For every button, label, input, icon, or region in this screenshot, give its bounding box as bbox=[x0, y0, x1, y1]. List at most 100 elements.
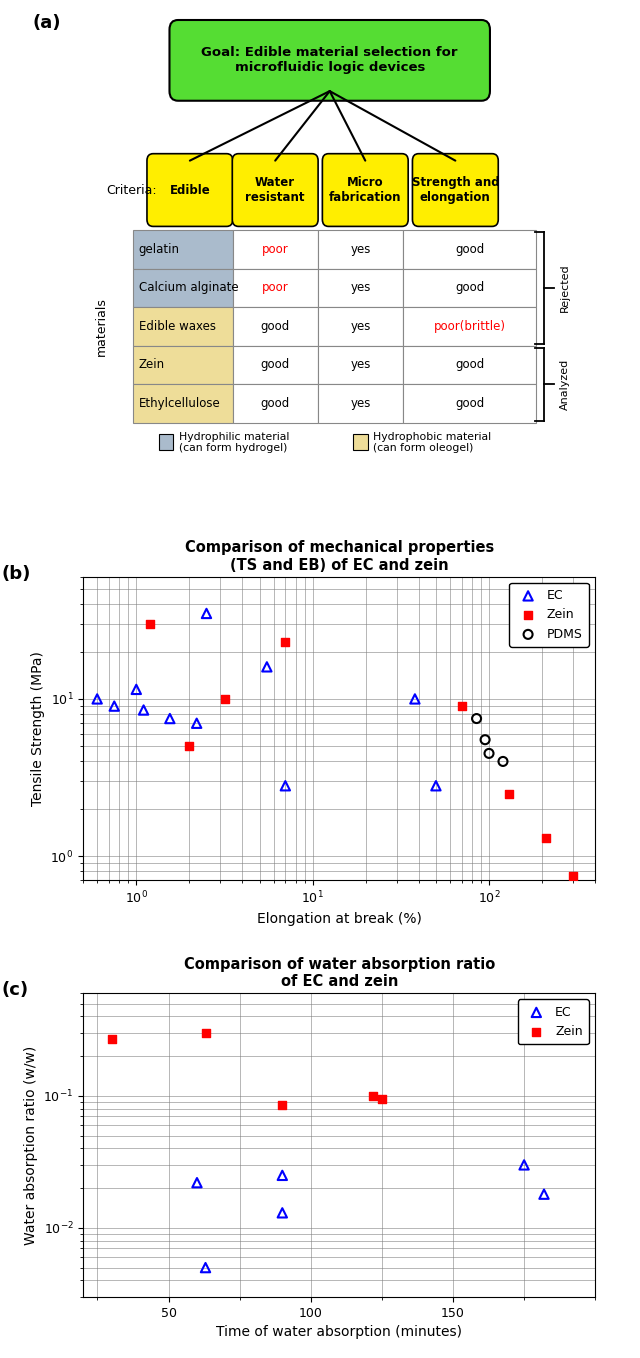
Text: Ethylcellulose: Ethylcellulose bbox=[139, 397, 220, 410]
Text: materials: materials bbox=[95, 297, 108, 356]
Bar bbox=[133, 346, 232, 384]
Text: good: good bbox=[455, 359, 484, 371]
FancyBboxPatch shape bbox=[232, 153, 318, 227]
EC bbox=[131, 679, 141, 701]
Text: good: good bbox=[260, 320, 290, 333]
Zein bbox=[184, 735, 195, 756]
Bar bbox=[232, 346, 318, 384]
EC bbox=[539, 1183, 549, 1205]
Text: Analyzed: Analyzed bbox=[559, 359, 570, 410]
Bar bbox=[403, 346, 536, 384]
EC bbox=[138, 699, 148, 721]
Text: poor(brittle): poor(brittle) bbox=[433, 320, 506, 333]
FancyBboxPatch shape bbox=[323, 153, 408, 227]
Title: Comparison of water absorption ratio
of EC and zein: Comparison of water absorption ratio of … bbox=[184, 957, 495, 989]
EC bbox=[192, 1172, 202, 1194]
EC bbox=[277, 1165, 287, 1187]
Y-axis label: Water absorption ratio (w/w): Water absorption ratio (w/w) bbox=[24, 1046, 38, 1245]
EC bbox=[431, 775, 441, 797]
Zein bbox=[377, 1088, 387, 1109]
Text: gelatin: gelatin bbox=[139, 243, 180, 255]
Zein bbox=[280, 631, 291, 653]
FancyBboxPatch shape bbox=[170, 20, 490, 100]
Bar bbox=[232, 230, 318, 269]
EC bbox=[164, 708, 175, 729]
Text: poor: poor bbox=[262, 281, 289, 295]
Zein bbox=[277, 1095, 287, 1116]
EC bbox=[262, 656, 272, 678]
EC bbox=[109, 695, 120, 717]
EC bbox=[200, 1256, 211, 1278]
Text: Criteria:: Criteria: bbox=[106, 183, 157, 197]
Y-axis label: Tensile Strength (MPa): Tensile Strength (MPa) bbox=[31, 650, 45, 805]
Bar bbox=[403, 269, 536, 307]
Text: yes: yes bbox=[350, 320, 371, 333]
Zein bbox=[568, 865, 579, 887]
Zein bbox=[145, 612, 156, 634]
EC bbox=[519, 1154, 529, 1176]
Bar bbox=[133, 307, 232, 346]
EC bbox=[92, 689, 102, 710]
Text: (b): (b) bbox=[1, 565, 31, 583]
Bar bbox=[353, 435, 367, 451]
Zein bbox=[456, 695, 467, 717]
Bar bbox=[133, 230, 232, 269]
Text: Zein: Zein bbox=[139, 359, 164, 371]
Zein bbox=[220, 689, 230, 710]
Bar bbox=[232, 384, 318, 422]
Text: Rejected: Rejected bbox=[559, 263, 570, 312]
FancyBboxPatch shape bbox=[412, 153, 499, 227]
Bar bbox=[133, 384, 232, 422]
Zein bbox=[200, 1023, 211, 1044]
EC bbox=[277, 1202, 287, 1224]
Text: (a): (a) bbox=[32, 14, 61, 31]
Zein bbox=[541, 827, 551, 849]
Legend: EC, Zein: EC, Zein bbox=[518, 999, 589, 1044]
X-axis label: Elongation at break (%): Elongation at break (%) bbox=[257, 913, 422, 926]
Bar bbox=[318, 346, 403, 384]
Text: Goal: Edible material selection for
microfluidic logic devices: Goal: Edible material selection for micr… bbox=[202, 46, 458, 75]
EC bbox=[202, 603, 212, 625]
Text: good: good bbox=[455, 397, 484, 410]
Text: good: good bbox=[455, 243, 484, 255]
Bar bbox=[318, 384, 403, 422]
Bar bbox=[232, 307, 318, 346]
Legend: EC, Zein, PDMS: EC, Zein, PDMS bbox=[509, 583, 589, 646]
Text: yes: yes bbox=[350, 359, 371, 371]
Text: Hydrophobic material
(can form oleogel): Hydrophobic material (can form oleogel) bbox=[373, 432, 492, 454]
Text: good: good bbox=[455, 281, 484, 295]
PDMS bbox=[484, 743, 494, 765]
Text: Edible waxes: Edible waxes bbox=[139, 320, 216, 333]
Bar bbox=[232, 269, 318, 307]
Text: Hydrophilic material
(can form hydrogel): Hydrophilic material (can form hydrogel) bbox=[179, 432, 289, 454]
Text: poor: poor bbox=[262, 243, 289, 255]
Text: (c): (c) bbox=[1, 980, 28, 999]
Bar bbox=[403, 384, 536, 422]
Text: yes: yes bbox=[350, 397, 371, 410]
Bar bbox=[318, 307, 403, 346]
Title: Comparison of mechanical properties
(TS and EB) of EC and zein: Comparison of mechanical properties (TS … bbox=[184, 540, 494, 573]
Bar bbox=[318, 269, 403, 307]
Bar bbox=[403, 307, 536, 346]
PDMS bbox=[472, 708, 482, 729]
Bar bbox=[159, 435, 173, 451]
Zein bbox=[106, 1028, 116, 1050]
Text: Strength and
elongation: Strength and elongation bbox=[412, 177, 499, 204]
FancyBboxPatch shape bbox=[147, 153, 233, 227]
Text: good: good bbox=[260, 397, 290, 410]
Zein bbox=[504, 782, 514, 804]
Text: Edible: Edible bbox=[170, 183, 211, 197]
Bar bbox=[318, 230, 403, 269]
EC bbox=[410, 689, 420, 710]
EC bbox=[191, 713, 202, 735]
Bar bbox=[133, 269, 232, 307]
PDMS bbox=[480, 729, 490, 751]
Text: good: good bbox=[260, 359, 290, 371]
Text: Micro
fabrication: Micro fabrication bbox=[329, 177, 401, 204]
Text: Water
resistant: Water resistant bbox=[246, 177, 305, 204]
Bar bbox=[403, 230, 536, 269]
PDMS bbox=[498, 751, 508, 773]
EC bbox=[280, 775, 291, 797]
Text: yes: yes bbox=[350, 281, 371, 295]
Text: yes: yes bbox=[350, 243, 371, 255]
